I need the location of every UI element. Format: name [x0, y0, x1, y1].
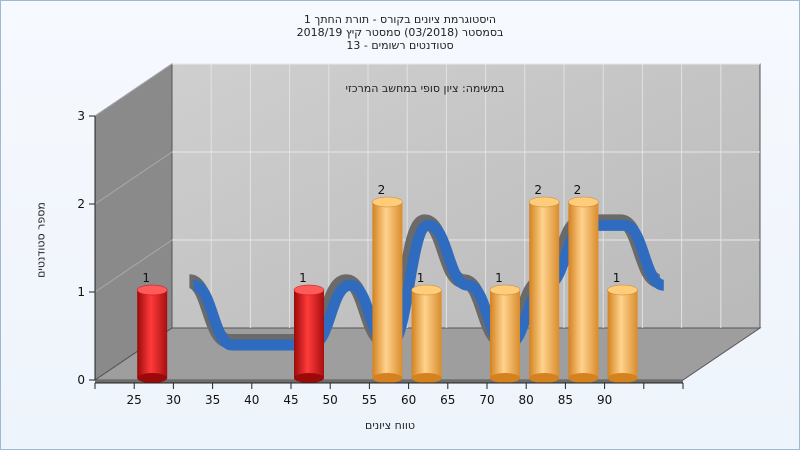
- bar-base: [411, 373, 442, 383]
- bar-25: 1: [136, 271, 168, 383]
- bar-value-label: 2: [534, 183, 542, 197]
- x-tick-label: 90: [597, 393, 612, 407]
- chart-title-line1: היסטוגרמת ציונים בקורס - תורת החתך 1: [303, 13, 497, 26]
- x-tick-label: 50: [323, 393, 338, 407]
- x-tick-label: 60: [401, 393, 416, 407]
- bar-value-label: 1: [417, 271, 425, 285]
- bar-top: [489, 284, 521, 296]
- y-tick-label: 2: [77, 197, 85, 211]
- x-tick-label: 70: [479, 393, 494, 407]
- bar-value-label: 1: [495, 271, 503, 285]
- x-tick-label: 25: [127, 393, 142, 407]
- x-tick-label: 85: [558, 393, 573, 407]
- bar-top: [568, 196, 599, 208]
- bar-body: [372, 202, 403, 378]
- bar-body: [529, 202, 560, 378]
- x-tick-label: 40: [244, 393, 259, 407]
- bars-group: 1 1 2 1 1 2 2 1: [136, 183, 638, 383]
- y-tick-label: 3: [77, 109, 85, 123]
- axes-group: 0 1 2 3 25 30 35 40 45 50 55 60 65 70 80 85 90: [77, 109, 684, 407]
- bar-70: 1: [489, 271, 521, 383]
- chart-title-line3: סטודנטים רשומים - 13: [346, 39, 454, 52]
- chart-annotation: במשימה: ציון סופי במחשב המרכזי: [345, 82, 504, 95]
- x-tick-label: 35: [205, 393, 220, 407]
- bar-value-label: 1: [613, 271, 621, 285]
- bar-base: [607, 373, 638, 383]
- x-tick-label: 65: [440, 393, 455, 407]
- bar-value-label: 1: [299, 271, 307, 285]
- bar-base: [490, 373, 520, 383]
- bar-body: [490, 290, 520, 378]
- x-tick-label: 80: [519, 393, 534, 407]
- bar-value-label: 1: [142, 271, 150, 285]
- x-tick-label: 55: [362, 393, 377, 407]
- y-axis-label: מספר סטודנטים: [34, 202, 48, 278]
- bar-body: [607, 290, 638, 378]
- bar-value-label: 2: [574, 183, 582, 197]
- bar-80: 2: [528, 183, 560, 383]
- bar-base: [137, 373, 168, 383]
- bar-top: [411, 284, 442, 296]
- bar-60: 1: [411, 271, 442, 383]
- grid-line-side: [94, 63, 173, 117]
- bar-top: [528, 196, 560, 208]
- x-tick-label: 45: [283, 393, 298, 407]
- bar-body: [137, 290, 168, 378]
- bar-base: [294, 373, 324, 383]
- grid-line-side: [94, 239, 173, 293]
- bar-base: [568, 373, 599, 383]
- bar-55: 2: [372, 183, 403, 383]
- bar-top: [372, 196, 403, 208]
- x-axis-label: טווח ציונים: [365, 419, 415, 432]
- chart-title-line2: בסמסטר (03/2018) סמסטר קיץ 2018/19: [296, 26, 504, 39]
- bar-value-label: 2: [378, 183, 386, 197]
- bar-base: [372, 373, 403, 383]
- bar-top: [607, 284, 638, 296]
- x-tick-label: 30: [166, 393, 181, 407]
- bar-85: 2: [568, 183, 599, 383]
- y-tick-label: 0: [77, 373, 85, 387]
- grid-line-side: [94, 151, 173, 205]
- bar-90: 1: [607, 271, 638, 383]
- bar-body: [568, 202, 599, 378]
- bar-45: 1: [293, 271, 325, 383]
- grid-lines: [94, 63, 760, 328]
- bar-top: [136, 284, 168, 296]
- bar-base: [529, 373, 560, 383]
- bar-body: [294, 290, 324, 378]
- y-tick-label: 1: [77, 285, 85, 299]
- bar-body: [411, 290, 442, 378]
- bar-top: [293, 284, 325, 296]
